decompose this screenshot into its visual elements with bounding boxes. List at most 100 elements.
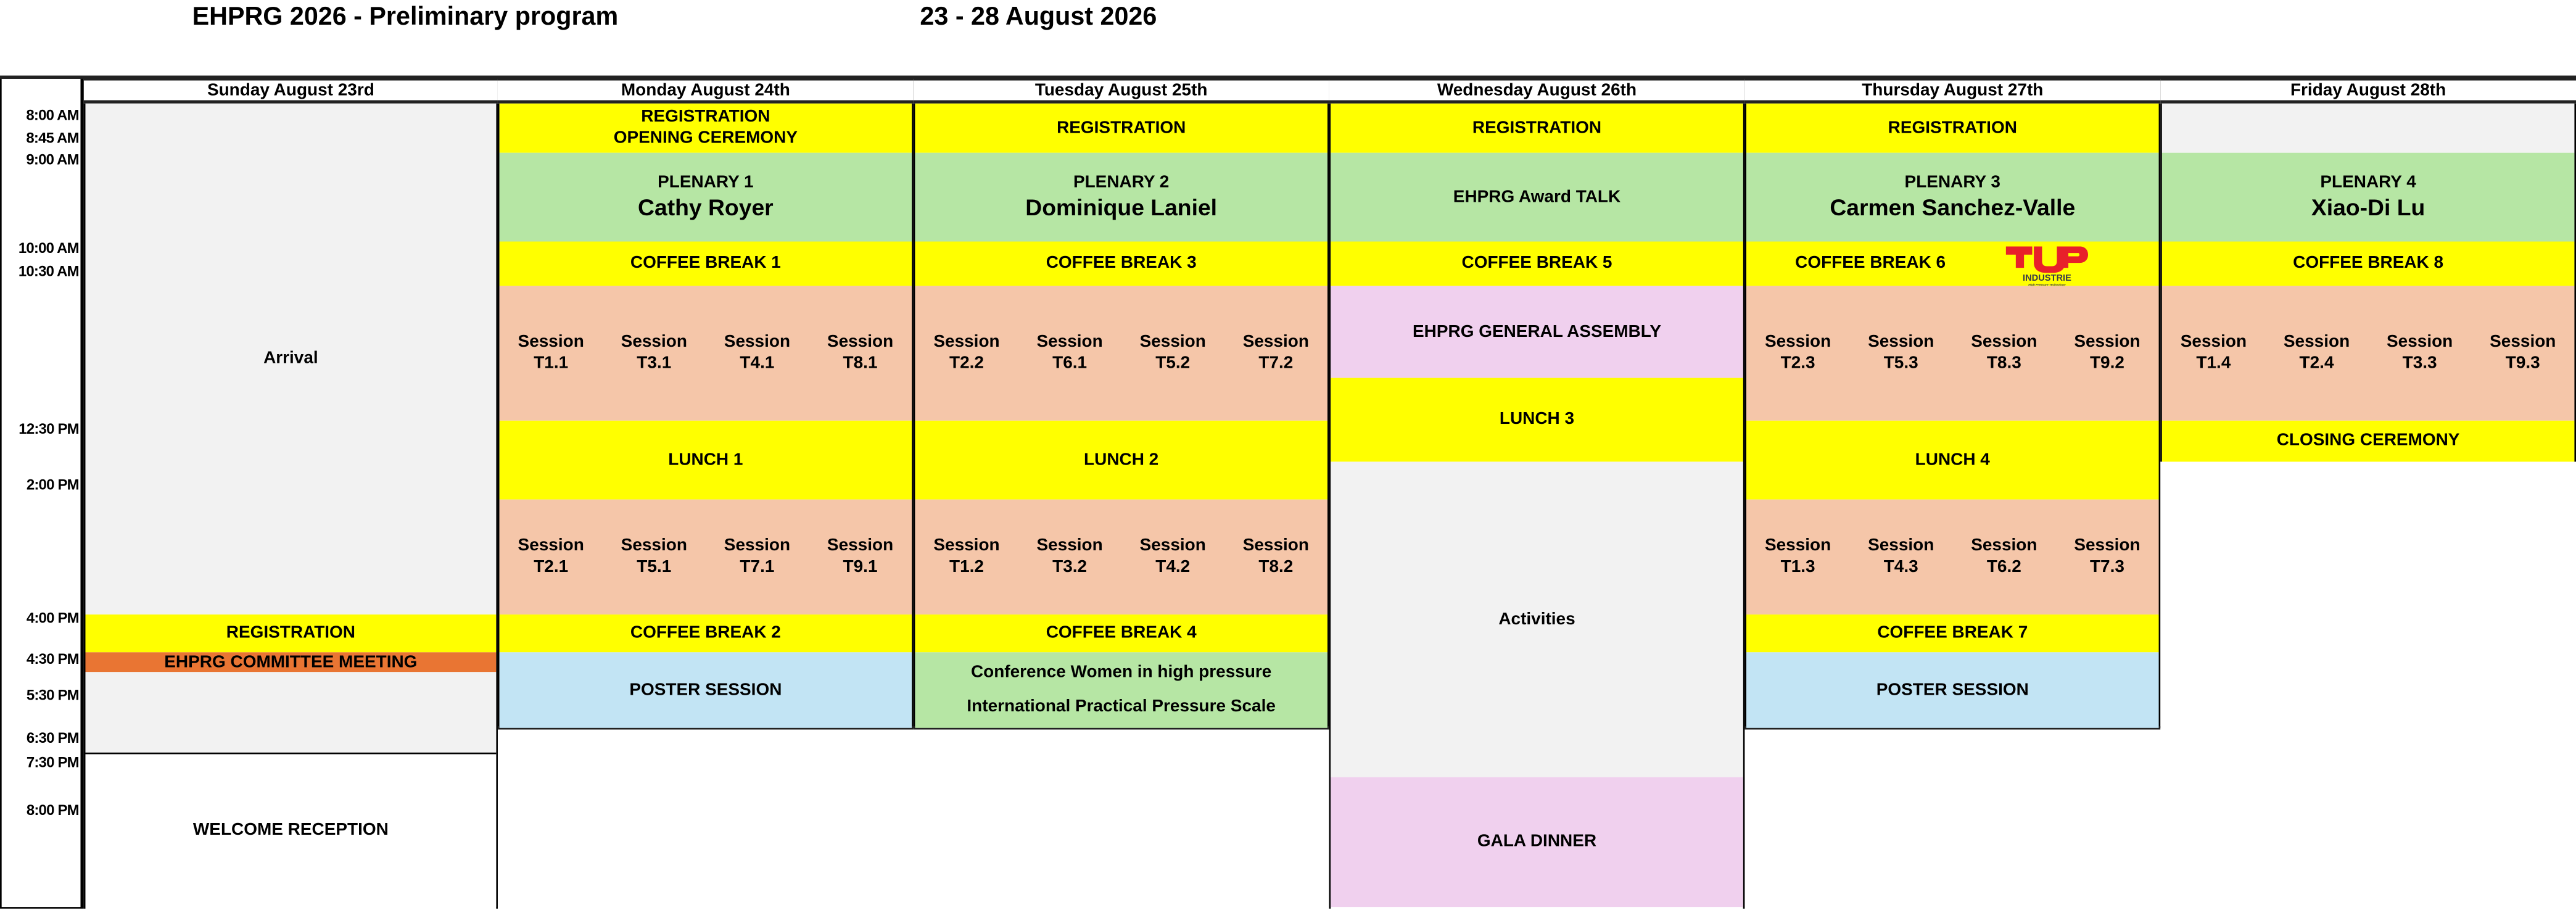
event-welcome-reception: WELCOME RECEPTION: [85, 752, 497, 908]
session-word: Session: [2180, 331, 2247, 352]
session-code: T3.1: [637, 353, 672, 373]
event-poster-session: POSTER SESSION: [1746, 652, 2159, 728]
session-word: Session: [1242, 331, 1310, 352]
session-item: Session T7.3: [2055, 536, 2158, 578]
day-column: [913, 77, 1329, 728]
event-conference-women-in-high-pressure: Conference Women in high pressure Interna…: [915, 652, 1327, 728]
day-column: [2160, 77, 2576, 462]
session-code: T8.2: [1258, 556, 1294, 577]
event-label: PLENARY 2: [1073, 172, 1170, 192]
event-coffee-break-8: COFFEE BREAK 8: [2161, 241, 2575, 286]
day-header: Monday August 24th: [497, 77, 914, 104]
session-code: T6.1: [1052, 353, 1088, 373]
session-code: T2.3: [1780, 353, 1815, 373]
session-item: Session T3.3: [2368, 332, 2471, 374]
session-word: Session: [518, 331, 584, 352]
day-column: [83, 77, 498, 909]
session-item: Session T5.1: [603, 536, 706, 578]
session-item: Session T3.1: [603, 332, 706, 374]
event-label: LUNCH 2: [1084, 449, 1159, 469]
session-item: Session T7.2: [1224, 332, 1327, 374]
event-label: International Practical Pressure Scale: [967, 697, 1276, 717]
session-code: T5.3: [1883, 353, 1918, 373]
event-ehprg-general-assembly: EHPRG GENERAL ASSEMBLY: [1331, 286, 1743, 378]
session-code: T4.3: [1883, 556, 1918, 577]
session-code: T7.1: [740, 556, 775, 577]
session-item: Session T5.2: [1121, 332, 1224, 374]
top-border: [0, 75, 2576, 79]
event-label: POSTER SESSION: [629, 679, 782, 700]
session-word: Session: [933, 331, 1000, 352]
time-label: 2:00 PM: [26, 476, 80, 493]
event-label: REGISTRATION: [1472, 117, 1602, 138]
parallel-sessions: Session T1.2 Session T3.2 Session T4.2 Session…: [915, 499, 1327, 615]
parallel-sessions: Session T1.4 Session T2.4 Session T3.3 Session…: [2161, 286, 2575, 421]
session-item: Session T3.2: [1018, 536, 1121, 578]
svg-text:INDUSTRIE: INDUSTRIE: [2023, 273, 2071, 283]
session-item: Session T8.2: [1224, 536, 1327, 578]
session-word: Session: [1868, 536, 1934, 556]
session-code: T1.3: [1780, 556, 1815, 577]
event-label: Arrival: [263, 348, 318, 368]
day-column: [497, 77, 914, 728]
svg-text:High Pressure Technology: High Pressure Technology: [2028, 283, 2066, 286]
session-code: T3.2: [1052, 556, 1088, 577]
time-label: 7:30 PM: [26, 754, 80, 771]
event-label: REGISTRATION: [641, 107, 770, 127]
event-gala-dinner: GALA DINNER: [1331, 777, 1743, 908]
session-word: Session: [1036, 331, 1103, 352]
session-item: Session T4.1: [706, 332, 809, 374]
session-code: T2.1: [534, 556, 569, 577]
event-ehprg-committee-meeting: EHPRG COMMITTEE MEETING: [85, 652, 497, 672]
event-activities: Activities: [1331, 461, 1743, 777]
session-item: Session T4.3: [1849, 536, 1952, 578]
time-label: 6:30 PM: [26, 729, 80, 747]
event-label: EHPRG COMMITTEE MEETING: [164, 652, 418, 672]
event-lunch-4: LUNCH 4: [1746, 420, 2159, 500]
time-label: 8:00 AM: [26, 107, 79, 123]
plenary-speaker: Cathy Royer: [638, 194, 774, 220]
session-word: Session: [2490, 331, 2556, 352]
session-code: T2.2: [949, 353, 984, 373]
event-label: COFFEE BREAK 4: [1046, 623, 1197, 643]
session-code: T4.1: [740, 353, 775, 373]
event-lunch-3: LUNCH 3: [1331, 378, 1743, 462]
time-label: 9:00 AM: [26, 151, 79, 168]
event-label: WELCOME RECEPTION: [192, 819, 389, 840]
event-label: COFFEE BREAK 2: [630, 623, 781, 643]
time-label: 8:00 PM: [26, 801, 80, 819]
event-coffee-break-3: COFFEE BREAK 3: [915, 241, 1327, 286]
plenary-speaker: Carmen Sanchez-Valle: [1830, 194, 2076, 220]
event-label: CLOSING CEREMONY: [2276, 430, 2460, 450]
session-word: Session: [933, 536, 1000, 556]
parallel-sessions: Session T2.2 Session T6.1 Session T5.2 Session…: [915, 286, 1327, 421]
session-word: Session: [2283, 331, 2350, 352]
event-label: EHPRG Award TALK: [1453, 186, 1621, 207]
date-range: 23 - 28 August 2026: [920, 3, 1157, 31]
session-word: Session: [1139, 536, 1206, 556]
event-arrival: Arrival: [85, 103, 497, 615]
session-item: Session T4.2: [1121, 536, 1224, 578]
session-item: Session T2.1: [500, 536, 603, 578]
event-label: REGISTRATION: [1888, 117, 2017, 138]
session-word: Session: [724, 331, 791, 352]
session-word: Session: [724, 536, 791, 556]
event-closing-ceremony: CLOSING CEREMONY: [2161, 420, 2575, 462]
session-item: Session T8.3: [1952, 332, 2055, 374]
session-word: Session: [1764, 331, 1831, 352]
event-registration: REGISTRATION OPENING CEREMONY: [499, 103, 912, 153]
event-label: EHPRG GENERAL ASSEMBLY: [1412, 321, 1661, 341]
session-word: Session: [1764, 536, 1831, 556]
event-label: COFFEE BREAK 3: [1046, 253, 1197, 273]
event-coffee-break-4: COFFEE BREAK 4: [915, 614, 1327, 653]
free-slot: [2161, 103, 2575, 153]
event-coffee-break-7: COFFEE BREAK 7: [1746, 614, 2159, 653]
session-code: T2.4: [2299, 353, 2334, 373]
session-item: Session T9.2: [2055, 332, 2158, 374]
day-header: Thursday August 27th: [1744, 77, 2161, 104]
event-label: REGISTRATION: [1057, 117, 1186, 138]
session-code: T3.3: [2402, 353, 2437, 373]
event-label: COFFEE BREAK 5: [1461, 253, 1612, 273]
time-label: 4:30 PM: [26, 650, 80, 668]
day-header: Sunday August 23rd: [83, 77, 498, 104]
